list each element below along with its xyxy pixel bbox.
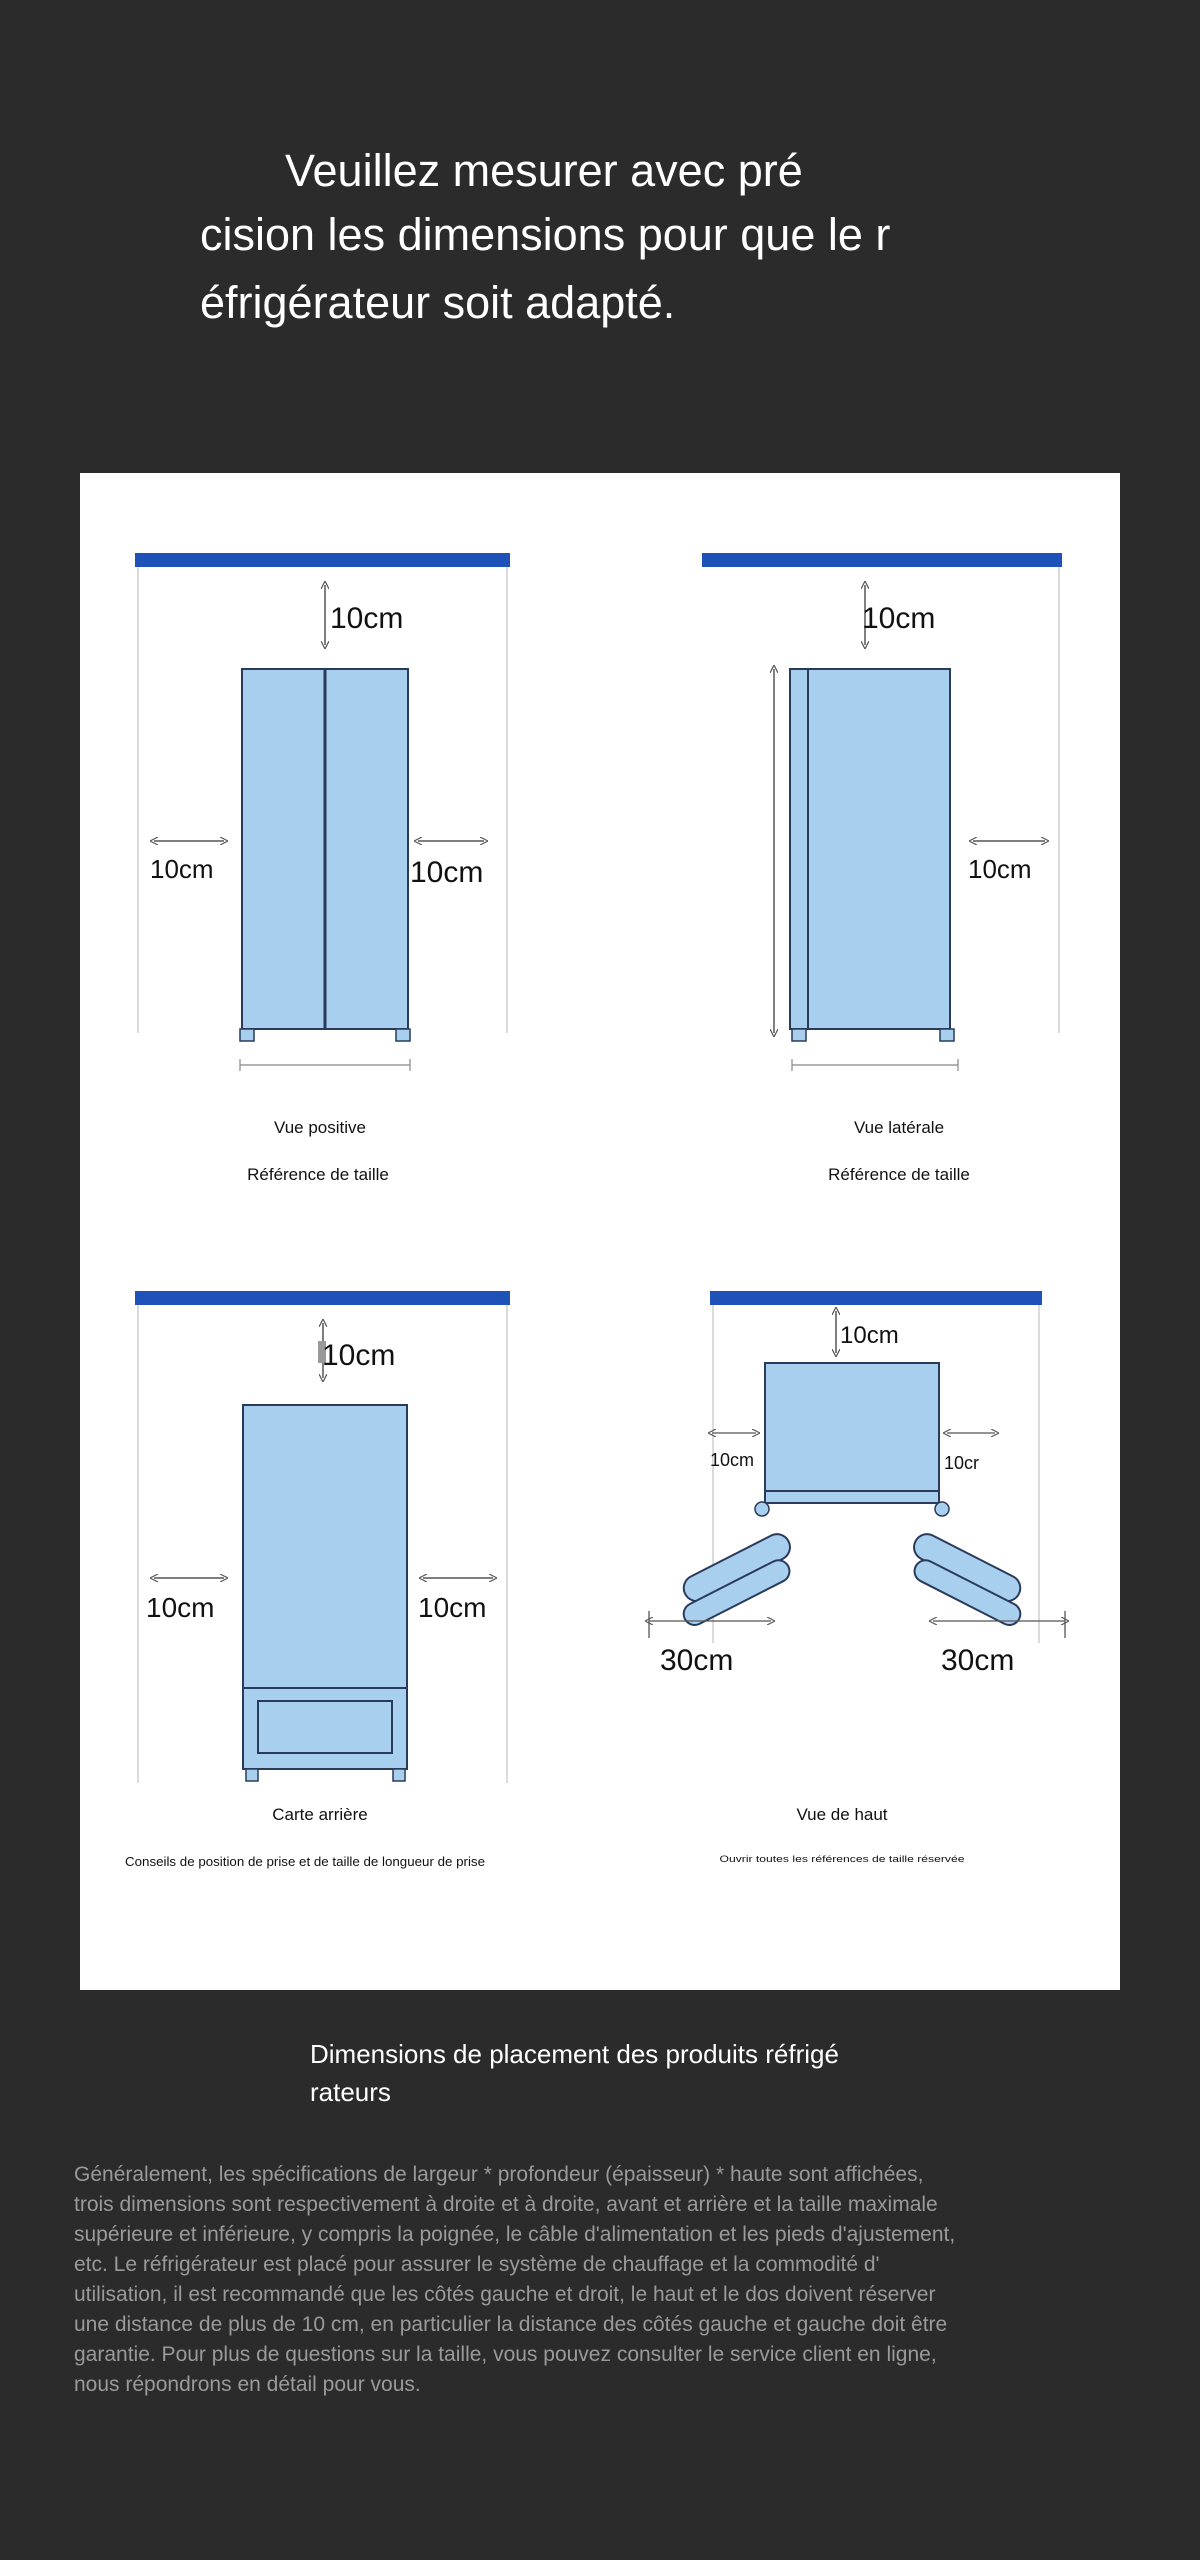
view-title: Vue positive	[274, 1118, 366, 1137]
left-door-label: 30cm	[660, 1644, 733, 1677]
right-door-label: 30cm	[941, 1644, 1014, 1677]
heading-line-1: Veuillez mesurer avec pré	[285, 145, 803, 196]
wall-bar	[135, 553, 510, 567]
view-subtitle: Référence de taille	[247, 1165, 389, 1184]
view-subtitle: Référence de taille	[828, 1165, 970, 1184]
diagram-caption-line-2: rateurs	[310, 2077, 391, 2107]
view-subtitle: Ouvrir toutes les références de taille r…	[720, 1854, 965, 1864]
right-gap-label: 10cr	[944, 1453, 979, 1473]
right-door-open	[913, 1501, 1022, 1626]
top-gap-label: 10cm	[330, 602, 403, 635]
top-down-view: 10cm 10cm 10cr 30cm 30cm Vue de haut Ouv…	[649, 1291, 1065, 1864]
side-view: 10cm 10cm Vue latérale Référence de tail…	[702, 553, 1062, 1184]
view-subtitle: Conseils de position de prise et de tail…	[125, 1854, 485, 1869]
diagram-caption-line-1: Dimensions de placement des produits réf…	[310, 2039, 839, 2069]
description-paragraph: Généralement, les spécifications de larg…	[74, 2160, 1134, 2400]
description-line: une distance de plus de 10 cm, en partic…	[74, 2313, 948, 2336]
heading-line-2: cision les dimensions pour que le r	[200, 209, 891, 260]
placement-diagram: 10cm 10cm 10cm Vue positive Référence de…	[125, 553, 1120, 1869]
view-title: Carte arrière	[272, 1805, 367, 1824]
left-gap-label: 10cm	[150, 854, 214, 884]
left-door-open	[682, 1501, 791, 1626]
description-line: garantie. Pour plus de questions sur la …	[74, 2343, 937, 2366]
heading-line-3: éfrigérateur soit adapté.	[200, 277, 676, 328]
right-gap-label: 10cm	[410, 856, 483, 889]
wall-bar	[702, 553, 1062, 567]
description-line: supérieure et inférieure, y compris la p…	[74, 2223, 956, 2246]
view-title: Vue de haut	[796, 1805, 887, 1824]
top-gap-label: 10cm	[862, 602, 935, 635]
wall-bar	[135, 1291, 510, 1305]
compressor-panel	[257, 1700, 393, 1754]
top-gap-label: 10cm	[840, 1322, 899, 1349]
description-line: Généralement, les spécifications de larg…	[74, 2163, 924, 2186]
fridge-body	[764, 1362, 940, 1492]
right-gap-label: 10cm	[968, 854, 1032, 884]
top-gap-label: 10cm	[322, 1339, 395, 1372]
right-gap-label: 10cm	[418, 1592, 486, 1623]
fridge-body	[789, 668, 951, 1030]
description-line: trois dimensions sont respectivement à d…	[74, 2193, 938, 2216]
left-gap-label: 10cm	[146, 1592, 214, 1623]
description-line: etc. Le réfrigérateur est placé pour ass…	[74, 2253, 880, 2276]
view-title: Vue latérale	[854, 1118, 944, 1137]
description-line: nous répondrons en détail pour vous.	[74, 2373, 421, 2396]
left-gap-label: 10cm	[710, 1450, 754, 1470]
back-view: 10cm 10cm 10cm Carte arrière Conseils de…	[125, 1291, 510, 1869]
front-view: 10cm 10cm 10cm Vue positive Référence de…	[135, 553, 510, 1184]
placement-diagram-panel: 10cm 10cm 10cm Vue positive Référence de…	[80, 473, 1120, 1990]
description-line: utilisation, il est recommandé que les c…	[74, 2283, 936, 2306]
wall-bar	[710, 1291, 1042, 1305]
